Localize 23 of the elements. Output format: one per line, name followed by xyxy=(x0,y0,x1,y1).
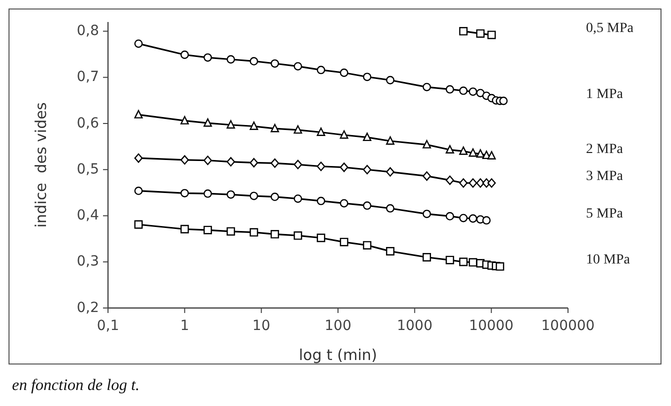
x-tick-label: 1 xyxy=(180,318,190,334)
text: 3 MPa xyxy=(586,169,624,184)
text: 10 MPa xyxy=(586,252,631,268)
text: en fonction de log t. xyxy=(12,377,140,394)
x-tick-label: 10000 xyxy=(469,318,514,334)
y-tick-label: 0,3 xyxy=(76,254,99,270)
text: 5 MPa xyxy=(586,206,624,222)
text: 0,5 MPa xyxy=(586,21,634,36)
x-tick-label: 1000 xyxy=(396,318,432,334)
y-tick-label: 0,5 xyxy=(76,161,99,178)
y-tick-label: 0,2 xyxy=(76,300,99,316)
text: 2 MPa xyxy=(586,142,624,157)
y-axis-title: indice des vides xyxy=(32,102,50,228)
y-tick-label: 0,8 xyxy=(76,23,99,40)
x-tick-label: 0,1 xyxy=(96,318,120,334)
x-tick-label: 100000 xyxy=(541,318,595,334)
x-tick-label: 100 xyxy=(324,318,352,334)
text: 1 MPa xyxy=(586,87,624,102)
y-tick-label: 0,6 xyxy=(76,115,100,132)
y-tick-label: 0,7 xyxy=(76,69,99,86)
y-tick-label: 0,4 xyxy=(76,208,100,224)
x-axis-title: log t (min) xyxy=(298,346,378,364)
x-tick-label: 10 xyxy=(252,318,270,334)
